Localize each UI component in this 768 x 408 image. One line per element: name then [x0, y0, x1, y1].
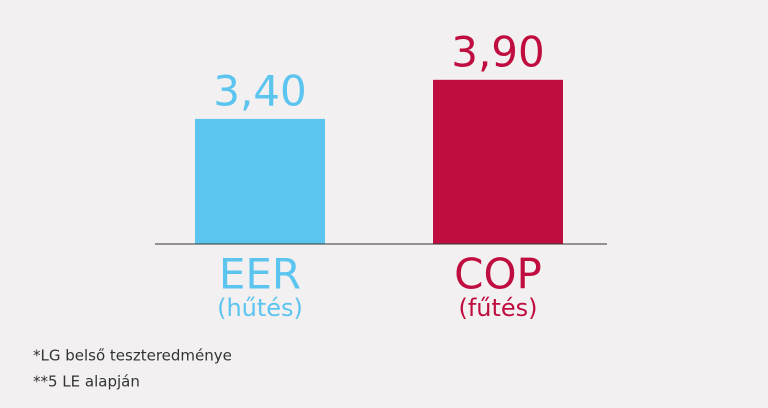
footnote: **5 LE alapján — [33, 373, 140, 391]
category-sublabel: (fűtés) — [458, 294, 537, 322]
category-label: COP — [454, 250, 542, 299]
value-label: 3,90 — [451, 27, 545, 76]
bar — [195, 118, 325, 244]
value-label: 3,40 — [213, 66, 307, 115]
category-label: EER — [219, 250, 301, 299]
bar — [433, 79, 563, 245]
footnote: *LG belső teszteredménye — [33, 347, 232, 365]
category-sublabel: (hűtés) — [217, 294, 303, 322]
